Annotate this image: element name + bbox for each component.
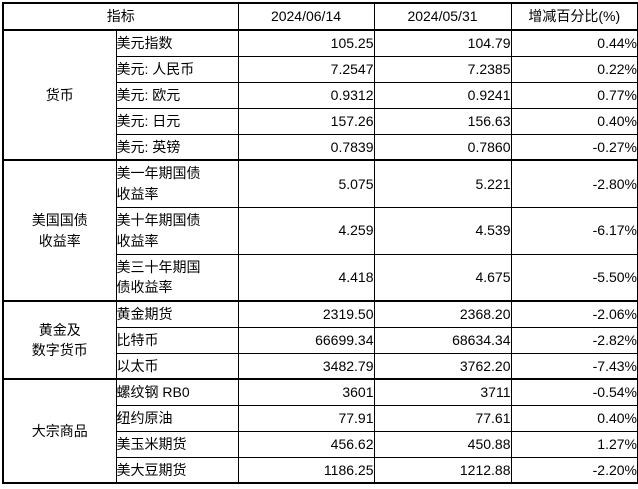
indicator-cell: 美三十年期国 债收益率 bbox=[115, 253, 239, 302]
value-cell: 4.539 bbox=[373, 206, 512, 255]
pct-cell: 0.40% bbox=[510, 404, 638, 432]
table-row: 比特币 66699.34 68634.34 -2.82% bbox=[3, 326, 638, 354]
value-cell: 77.91 bbox=[237, 404, 375, 432]
pct-cell: -2.80% bbox=[510, 159, 638, 208]
table-row: 货币 美元指数 105.25 104.79 0.44% bbox=[2, 29, 638, 161]
value-cell: 0.7860 bbox=[373, 133, 512, 161]
value-cell: 2368.20 bbox=[373, 300, 512, 328]
value-cell: 3711 bbox=[373, 378, 512, 406]
pct-cell: 0.22% bbox=[510, 55, 638, 83]
table-row: 美国国债 收益率 美一年期国债 收益率 5.075 5.221 -2.80% bbox=[2, 159, 638, 302]
table-row: 美元: 人民币 7.2547 7.2385 0.22% bbox=[3, 55, 638, 83]
header-indicator: 指标 bbox=[2, 2, 239, 31]
value-cell: 77.61 bbox=[373, 404, 512, 432]
pct-cell: -0.54% bbox=[510, 378, 638, 406]
value-cell: 68634.34 bbox=[373, 326, 512, 354]
table-row: 大宗商品 螺纹钢 RB0 3601 3711 -0.54% bbox=[2, 378, 638, 484]
value-cell: 105.25 bbox=[237, 29, 375, 57]
pct-cell: 0.40% bbox=[510, 107, 638, 135]
group-section: 黄金及 数字货币 黄金期货 2319.50 2368.20 -2.06% 比特币 66699… bbox=[2, 300, 638, 380]
pct-cell: -2.20% bbox=[510, 456, 638, 484]
header-change-pct: 增减百分比(%) bbox=[510, 2, 638, 31]
pct-cell: -0.27% bbox=[510, 133, 638, 161]
value-cell: 4.259 bbox=[237, 206, 375, 255]
value-cell: 4.418 bbox=[237, 253, 375, 302]
group-section: 货币 美元指数 105.25 104.79 0.44% 美元: 人民币 7.2547 7.23… bbox=[2, 29, 638, 161]
indicator-cell: 以太币 bbox=[115, 352, 239, 380]
table-row: 美元: 欧元 0.9312 0.9241 0.77% bbox=[3, 81, 638, 109]
value-cell: 2319.50 bbox=[237, 300, 375, 328]
table-row: 美元: 英镑 0.7839 0.7860 -0.27% bbox=[3, 133, 638, 161]
value-cell: 3762.20 bbox=[373, 352, 512, 380]
value-cell: 0.7839 bbox=[237, 133, 375, 161]
value-cell: 7.2547 bbox=[237, 55, 375, 83]
indicator-cell: 美元: 日元 bbox=[115, 107, 239, 135]
table-row: 美大豆期货 1186.25 1212.88 -2.20% bbox=[3, 456, 638, 484]
indicator-cell: 美元: 英镑 bbox=[115, 133, 239, 161]
pct-cell: 0.44% bbox=[510, 29, 638, 57]
value-cell: 156.63 bbox=[373, 107, 512, 135]
group-section: 美国国债 收益率 美一年期国债 收益率 5.075 5.221 -2.80% 美十年期国债… bbox=[2, 159, 638, 302]
value-cell: 104.79 bbox=[373, 29, 512, 57]
indicator-cell: 黄金期货 bbox=[115, 300, 239, 328]
table-header: 指标 2024/06/14 2024/05/31 增减百分比(%) bbox=[2, 2, 638, 31]
group-section: 大宗商品 螺纹钢 RB0 3601 3711 -0.54% 纽约原油 77.91 77.61 0… bbox=[2, 378, 638, 484]
indicator-cell: 美一年期国债 收益率 bbox=[115, 159, 239, 208]
pct-cell: 1.27% bbox=[510, 430, 638, 458]
value-cell: 5.075 bbox=[237, 159, 375, 208]
pct-cell: -2.06% bbox=[510, 300, 638, 328]
pct-cell: -6.17% bbox=[510, 206, 638, 255]
indicator-cell: 美十年期国债 收益率 bbox=[115, 206, 239, 255]
group-cell: 黄金及 数字货币 bbox=[2, 300, 117, 380]
value-cell: 450.88 bbox=[373, 430, 512, 458]
group-cell: 大宗商品 bbox=[2, 378, 117, 484]
indicator-cell: 美大豆期货 bbox=[115, 456, 239, 484]
group-cell: 货币 bbox=[2, 29, 117, 161]
value-cell: 5.221 bbox=[373, 159, 512, 208]
indicator-cell: 螺纹钢 RB0 bbox=[115, 378, 239, 406]
indicator-cell: 比特币 bbox=[115, 326, 239, 354]
table-row: 黄金及 数字货币 黄金期货 2319.50 2368.20 -2.06% bbox=[2, 300, 638, 380]
pct-cell: 0.77% bbox=[510, 81, 638, 109]
table-row: 美玉米期货 456.62 450.88 1.27% bbox=[3, 430, 638, 458]
pct-cell: -5.50% bbox=[510, 253, 638, 302]
value-cell: 456.62 bbox=[237, 430, 375, 458]
value-cell: 3482.79 bbox=[237, 352, 375, 380]
value-cell: 3601 bbox=[237, 378, 375, 406]
value-cell: 66699.34 bbox=[237, 326, 375, 354]
header-row: 指标 2024/06/14 2024/05/31 增减百分比(%) bbox=[2, 2, 638, 31]
value-cell: 7.2385 bbox=[373, 55, 512, 83]
value-cell: 0.9312 bbox=[237, 81, 375, 109]
pct-cell: -2.82% bbox=[510, 326, 638, 354]
indicator-cell: 美玉米期货 bbox=[115, 430, 239, 458]
header-date-1: 2024/06/14 bbox=[237, 2, 375, 31]
value-cell: 4.675 bbox=[373, 253, 512, 302]
value-cell: 157.26 bbox=[237, 107, 375, 135]
indicator-cell: 美元: 人民币 bbox=[115, 55, 239, 83]
value-cell: 1212.88 bbox=[373, 456, 512, 484]
value-cell: 1186.25 bbox=[237, 456, 375, 484]
value-cell: 0.9241 bbox=[373, 81, 512, 109]
header-date-2: 2024/05/31 bbox=[373, 2, 512, 31]
group-cell: 美国国债 收益率 bbox=[2, 159, 117, 302]
table-row: 以太币 3482.79 3762.20 -7.43% bbox=[3, 352, 638, 380]
table-row: 美元: 日元 157.26 156.63 0.40% bbox=[3, 107, 638, 135]
pct-cell: -7.43% bbox=[510, 352, 638, 380]
indicator-cell: 纽约原油 bbox=[115, 404, 239, 432]
indicator-cell: 美元: 欧元 bbox=[115, 81, 239, 109]
indicator-cell: 美元指数 bbox=[115, 29, 239, 57]
